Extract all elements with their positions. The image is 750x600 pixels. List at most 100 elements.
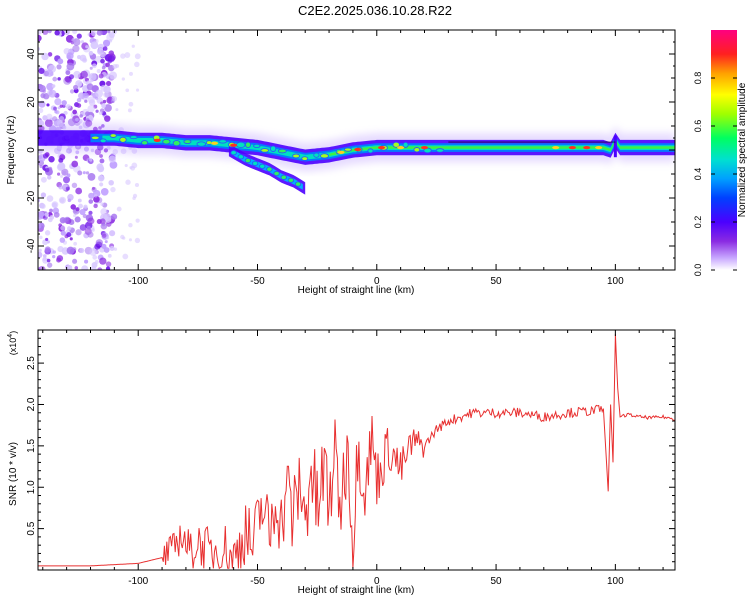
- noise-speckle: [42, 89, 47, 94]
- ridge-blob: [269, 145, 277, 152]
- ridge-blob: [260, 148, 269, 153]
- noise-speckle: [103, 91, 109, 98]
- noise-speckle: [66, 264, 73, 270]
- noise-speckle: [69, 237, 73, 241]
- noise-speckle: [46, 258, 51, 263]
- noise-speckle: [56, 255, 64, 262]
- snr-x-axis: -100 -50 0 50 100: [42, 330, 664, 587]
- ridge-blob: [245, 141, 251, 148]
- noise-speckle: [75, 187, 83, 195]
- noise-speckle: [83, 58, 87, 62]
- noise-speckle: [134, 61, 140, 68]
- noise-speckle: [99, 182, 104, 187]
- noise-speckle: [93, 203, 98, 209]
- noise-speckle: [100, 53, 105, 58]
- colorbar: 0.0 0.2 0.4 0.6 0.8 Normalized spectral ampl…: [693, 30, 748, 276]
- noise-speckle: [95, 109, 99, 113]
- noise-speckle: [108, 50, 115, 56]
- noise-speckle: [43, 92, 50, 100]
- noise-speckle: [85, 111, 90, 117]
- noise-speckle: [72, 45, 80, 53]
- noise-speckle: [110, 186, 116, 193]
- noise-speckle: [38, 46, 41, 52]
- ridge-blob: [313, 152, 320, 158]
- ridge-hotspot: [153, 138, 161, 142]
- noise-speckle: [107, 30, 111, 34]
- noise-speckle: [116, 206, 122, 212]
- noise-speckle: [62, 176, 70, 184]
- noise-speckle: [71, 160, 79, 168]
- noise-speckle: [74, 216, 81, 223]
- noise-speckle: [110, 213, 118, 220]
- colorbar-gradient: [711, 30, 737, 270]
- ridge-blob: [119, 136, 127, 143]
- noise-speckle: [79, 209, 86, 216]
- noise-speckle: [48, 89, 57, 98]
- ridge-blob: [367, 148, 374, 154]
- noise-speckle: [76, 103, 82, 108]
- ridge-blob: [253, 143, 261, 149]
- colorbar-tick-label: 0.8: [693, 72, 703, 85]
- spectrogram-x-axis-label: Height of straight line (km): [298, 285, 415, 296]
- x-tick-label: 50: [491, 276, 503, 287]
- noise-speckle: [42, 257, 47, 261]
- noise-speckle: [100, 202, 104, 206]
- noise-speckle: [72, 38, 81, 46]
- noise-speckle: [59, 104, 63, 108]
- x-tick-label: -50: [250, 276, 265, 287]
- noise-speckle: [134, 53, 141, 60]
- noise-speckle: [90, 227, 95, 232]
- noise-speckle: [134, 182, 140, 188]
- snr-y-axis-label: SNR (10 * v/v): [8, 442, 19, 506]
- noise-speckle: [49, 208, 53, 213]
- ridge-hotspot: [211, 141, 219, 145]
- noise-speckle: [115, 64, 120, 68]
- x-tick-label: 0: [374, 576, 380, 587]
- noise-speckle: [105, 216, 112, 223]
- noise-speckle: [63, 110, 68, 116]
- noise-speckle: [87, 172, 96, 181]
- noise-speckle: [89, 248, 97, 256]
- noise-speckle: [108, 179, 114, 186]
- ridge-blob: [99, 138, 107, 143]
- noise-speckle: [136, 88, 140, 92]
- ridge-hotspot: [552, 146, 560, 150]
- noise-speckle: [124, 52, 131, 58]
- noise-speckle: [135, 218, 140, 223]
- y-tick-label: 20: [26, 96, 37, 108]
- branch-blob: [237, 154, 244, 160]
- noise-speckle: [91, 63, 97, 69]
- noise-speckle: [40, 192, 47, 198]
- ridge-blob: [162, 138, 171, 145]
- ridge-blob: [402, 141, 409, 148]
- noise-speckle: [71, 182, 78, 189]
- noise-speckle: [38, 198, 41, 203]
- noise-speckle: [58, 196, 66, 204]
- y-tick-label: -40: [26, 238, 37, 253]
- noise-speckle: [73, 70, 81, 79]
- ridge-blob: [172, 140, 181, 147]
- snr-frame: [37, 329, 676, 571]
- ridge-blob: [236, 141, 246, 149]
- noise-speckle: [81, 265, 89, 270]
- noise-speckle: [85, 171, 90, 175]
- noise-speckle: [76, 33, 82, 39]
- noise-speckle: [55, 110, 60, 115]
- noise-speckle: [101, 103, 107, 109]
- ridge-band-core: [329, 139, 675, 156]
- noise-speckle: [106, 236, 110, 240]
- noise-speckle: [38, 248, 42, 252]
- noise-speckle: [88, 199, 94, 204]
- colorbar-tick-label: 0.0: [693, 264, 703, 277]
- noise-speckle: [88, 192, 95, 199]
- noise-speckle: [109, 160, 118, 169]
- ridge-hotspot: [568, 146, 576, 150]
- noise-speckle: [46, 103, 50, 107]
- ridge-blob: [343, 147, 352, 152]
- noise-speckle: [100, 208, 108, 216]
- noise-speckle: [96, 30, 103, 36]
- noise-speckle: [57, 162, 66, 171]
- noise-speckle: [47, 52, 53, 57]
- branch-blob: [287, 177, 295, 183]
